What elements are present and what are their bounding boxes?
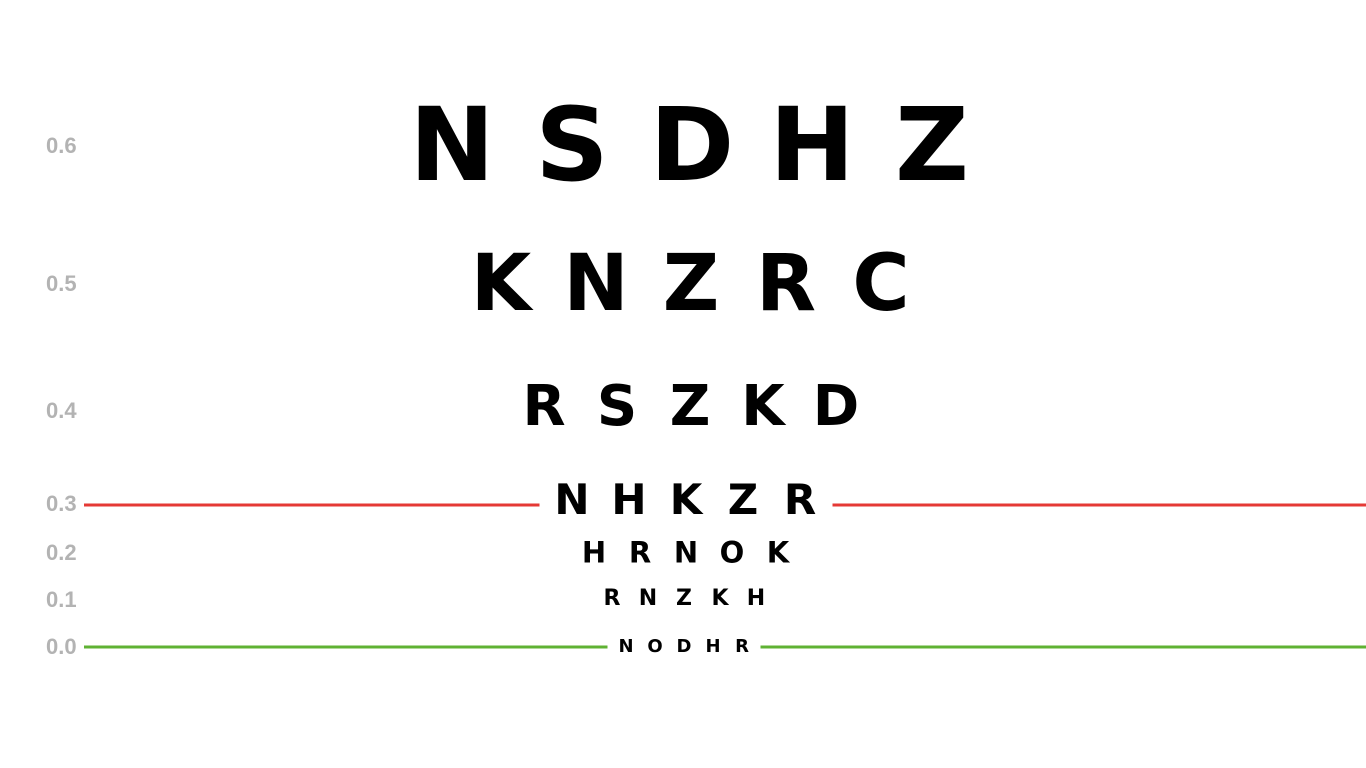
letter: N (673, 535, 699, 570)
letter: H (769, 86, 855, 205)
letter: D (649, 86, 735, 205)
letter: N (563, 239, 629, 329)
letter: O (719, 535, 745, 570)
letter: K (741, 374, 785, 439)
letter: N (554, 475, 590, 524)
letter: O (647, 636, 663, 657)
letter: Z (676, 586, 692, 611)
acuity-label-0.0: 0.0 (46, 634, 77, 659)
acuity-label-0.4: 0.4 (46, 398, 77, 423)
letter: N (618, 636, 634, 657)
letter: Z (727, 475, 759, 524)
letter: H (705, 636, 721, 657)
letter: N (409, 86, 495, 205)
letter: Z (669, 374, 711, 439)
letter: K (711, 586, 729, 611)
letter: H (746, 586, 766, 611)
letter: C (852, 239, 910, 329)
letter: D (676, 636, 692, 657)
letter: N (638, 586, 658, 611)
letter: Z (662, 239, 720, 329)
letter: R (735, 636, 749, 657)
letter: S (596, 374, 638, 439)
acuity-label-0.2: 0.2 (46, 540, 77, 565)
letter: D (812, 374, 860, 439)
letter: H (611, 475, 647, 524)
acuity-label-0.5: 0.5 (46, 271, 77, 296)
acuity-label-0.3: 0.3 (46, 491, 77, 516)
letter: K (766, 535, 790, 570)
letter: Z (895, 86, 969, 205)
letter: K (470, 239, 532, 329)
letter: H (581, 535, 607, 570)
letter: S (535, 86, 609, 205)
letter: K (669, 475, 703, 524)
acuity-label-0.1: 0.1 (46, 587, 77, 612)
acuity-label-0.6: 0.6 (46, 133, 77, 158)
letter: R (603, 586, 621, 611)
letter: R (522, 374, 566, 439)
letter: R (628, 535, 652, 570)
letter: R (783, 475, 817, 524)
letter: R (755, 239, 817, 329)
